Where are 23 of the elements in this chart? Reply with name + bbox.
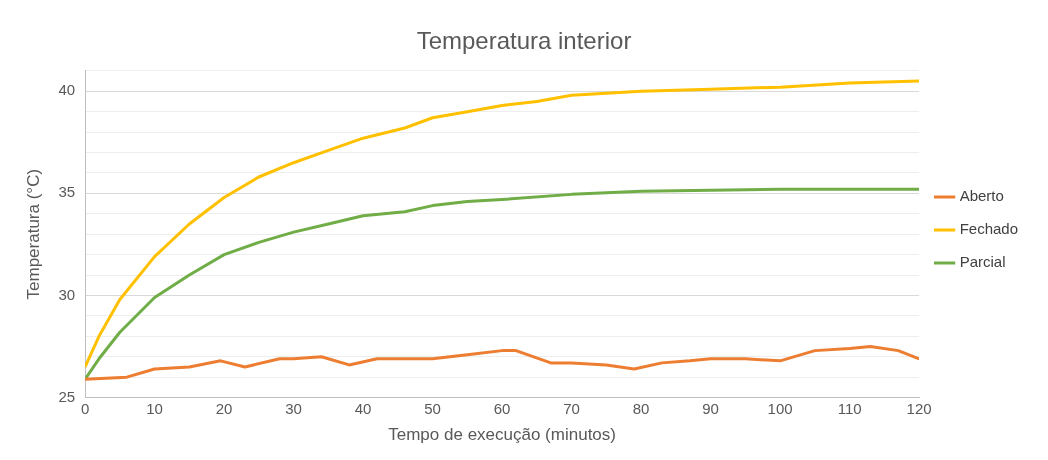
y-tick-label: 30 (58, 285, 76, 303)
x-tick-label: 30 (285, 399, 302, 417)
legend-label: Parcial (959, 253, 1006, 271)
x-tick-label: 70 (563, 399, 580, 417)
x-tick-label: 120 (906, 399, 932, 417)
x-tick-label: 40 (354, 399, 372, 417)
x-tick-label: 20 (215, 399, 233, 417)
x-tick-label: 110 (837, 399, 862, 417)
chart-title: Temperatura interior (416, 27, 632, 55)
x-tick-label: 10 (146, 399, 163, 417)
x-tick-label: 100 (767, 399, 793, 417)
y-tick-label: 35 (58, 183, 76, 201)
y-tick-label: 25 (58, 387, 76, 405)
y-tick-label: 40 (58, 81, 76, 99)
y-axis-title: Temperatura (°C) (23, 168, 43, 300)
legend-label: Fechado (959, 220, 1018, 238)
x-axis-title: Tempo de execução (minutos) (388, 425, 616, 445)
x-tick-label: 0 (80, 399, 90, 417)
x-tick-label: 50 (424, 399, 441, 417)
x-tick-label: 80 (632, 399, 650, 417)
x-tick-label: 90 (702, 399, 719, 417)
legend-label: Aberto (959, 187, 1004, 205)
x-tick-label: 60 (493, 399, 511, 417)
